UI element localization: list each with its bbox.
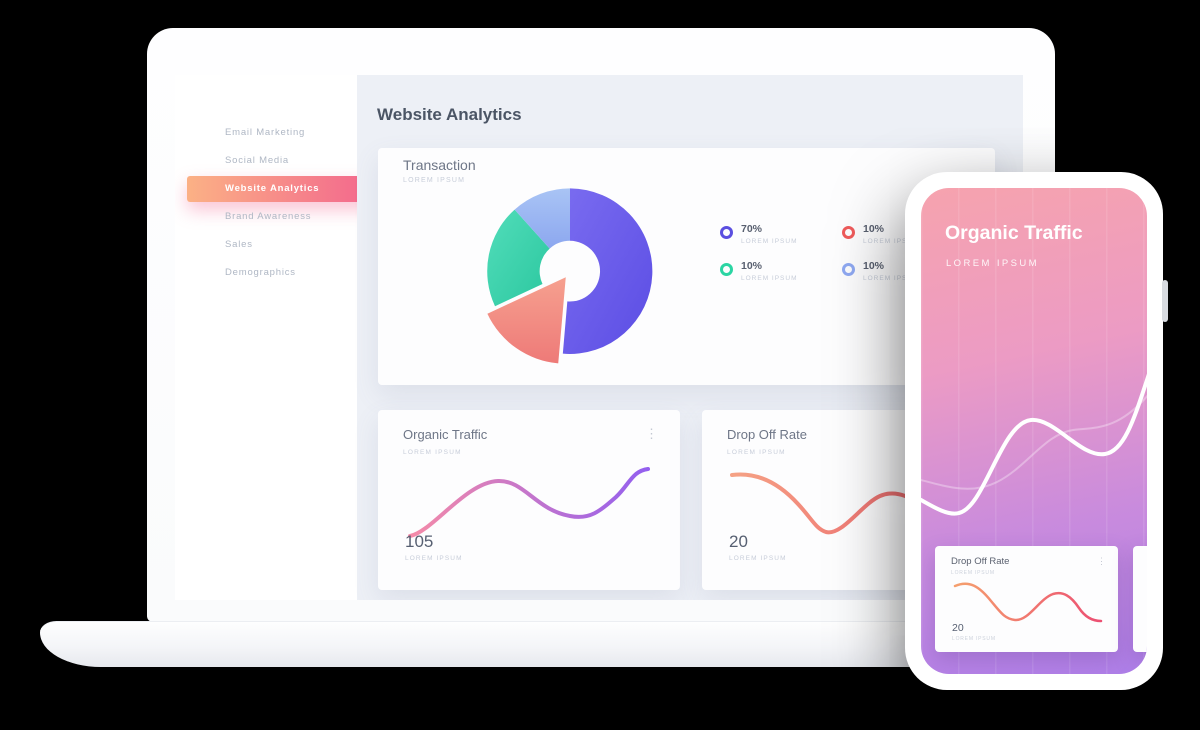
legend-ring-red bbox=[842, 226, 855, 239]
phone-page-title: Organic Traffic bbox=[945, 222, 1083, 244]
organic-traffic-value-label: LOREM IPSUM bbox=[405, 555, 463, 562]
legend-label: LOREM IPSUM bbox=[741, 238, 798, 245]
sidebar-item-brand-awareness[interactable]: Brand Awareness bbox=[225, 211, 312, 222]
drop-off-rate-line-chart bbox=[730, 472, 920, 535]
transaction-card-title: Transaction bbox=[403, 157, 476, 173]
phone-side-button[interactable] bbox=[1162, 280, 1168, 322]
organic-traffic-title: Organic Traffic bbox=[403, 427, 488, 442]
page-title: Website Analytics bbox=[377, 105, 522, 125]
sidebar-item-demographics[interactable]: Demographics bbox=[225, 267, 296, 278]
organic-traffic-line-chart bbox=[408, 467, 650, 538]
sidebar-item-email-marketing[interactable]: Email Marketing bbox=[225, 127, 306, 138]
legend-ring-green bbox=[720, 263, 733, 276]
legend-label: LOREM IPSUM bbox=[863, 238, 920, 245]
donut-slice-blue bbox=[514, 188, 570, 249]
donut-chart bbox=[487, 188, 653, 364]
phone-drop-off-rate-value: 20 bbox=[952, 622, 964, 634]
organic-traffic-card: Organic Traffic LOREM IPSUM ⋮ 105 LOREM … bbox=[378, 410, 680, 590]
donut-slice-purple bbox=[562, 188, 653, 354]
kebab-menu-icon[interactable]: ⋮ bbox=[1097, 556, 1106, 566]
legend-label: LOREM IPSUM bbox=[863, 275, 920, 282]
phone-drop-off-rate-value-label: LOREM IPSUM bbox=[952, 636, 996, 642]
phone-page-subtitle: LOREM IPSUM bbox=[946, 258, 1039, 269]
phone-drop-off-rate-card: Drop Off Rate LOREM IPSUM ⋮ 20 LOREM IPS… bbox=[935, 546, 1118, 652]
donut-slice-salmon bbox=[487, 277, 566, 364]
sidebar-item-sales[interactable]: Sales bbox=[225, 239, 253, 250]
legend-value: 10% bbox=[863, 223, 885, 235]
donut-slice-teal bbox=[487, 209, 550, 307]
legend-item: 70% LOREM IPSUM bbox=[720, 224, 842, 245]
phone-drop-off-rate-line-chart bbox=[953, 582, 1103, 623]
sidebar-item-social-media[interactable]: Social Media bbox=[225, 155, 289, 166]
legend-item: 10% LOREM IPSUM bbox=[842, 261, 964, 282]
legend-label: LOREM IPSUM bbox=[741, 275, 798, 282]
drop-off-rate-subtitle: LOREM IPSUM bbox=[727, 449, 786, 456]
phone: Organic Traffic LOREM IPSUM Drop Off Rat… bbox=[905, 172, 1168, 690]
drop-off-rate-value: 20 bbox=[729, 532, 748, 551]
organic-traffic-value: 105 bbox=[405, 532, 434, 551]
legend-item: 10% LOREM IPSUM bbox=[842, 224, 964, 245]
sidebar-item-website-analytics[interactable]: Website Analytics bbox=[187, 176, 388, 202]
kebab-menu-icon[interactable]: ⋮ bbox=[645, 426, 658, 441]
legend-item: 10% LOREM IPSUM bbox=[720, 261, 842, 282]
transaction-card-subtitle: LOREM IPSUM bbox=[403, 177, 466, 184]
legend-value: 70% bbox=[741, 223, 763, 235]
legend-value: 10% bbox=[741, 260, 763, 272]
legend-ring-purple bbox=[720, 226, 733, 239]
phone-screen: Organic Traffic LOREM IPSUM Drop Off Rat… bbox=[921, 188, 1147, 674]
transaction-card: Transaction LOREM IPSUM bbox=[378, 148, 995, 385]
ghost-line bbox=[921, 394, 1147, 490]
sidebar: Email Marketing Social Media Website Ana… bbox=[175, 75, 388, 600]
legend-value: 10% bbox=[863, 260, 885, 272]
main-line bbox=[921, 373, 1147, 516]
legend-ring-blue bbox=[842, 263, 855, 276]
drop-off-rate-value-label: LOREM IPSUM bbox=[729, 555, 787, 562]
donut-legend: 70% LOREM IPSUM 10% LOREM IPSUM bbox=[720, 224, 964, 282]
dashboard: Email Marketing Social Media Website Ana… bbox=[175, 75, 1023, 600]
phone-drop-off-rate-title: Drop Off Rate bbox=[951, 556, 1010, 567]
phone-drop-off-rate-subtitle: LOREM IPSUM bbox=[951, 570, 995, 576]
phone-partial-card: R LOREM IPSUM 4 bbox=[1133, 546, 1147, 652]
phone-organic-traffic-line-chart bbox=[921, 373, 1147, 516]
organic-traffic-subtitle: LOREM IPSUM bbox=[403, 449, 462, 456]
drop-off-rate-title: Drop Off Rate bbox=[727, 427, 807, 442]
